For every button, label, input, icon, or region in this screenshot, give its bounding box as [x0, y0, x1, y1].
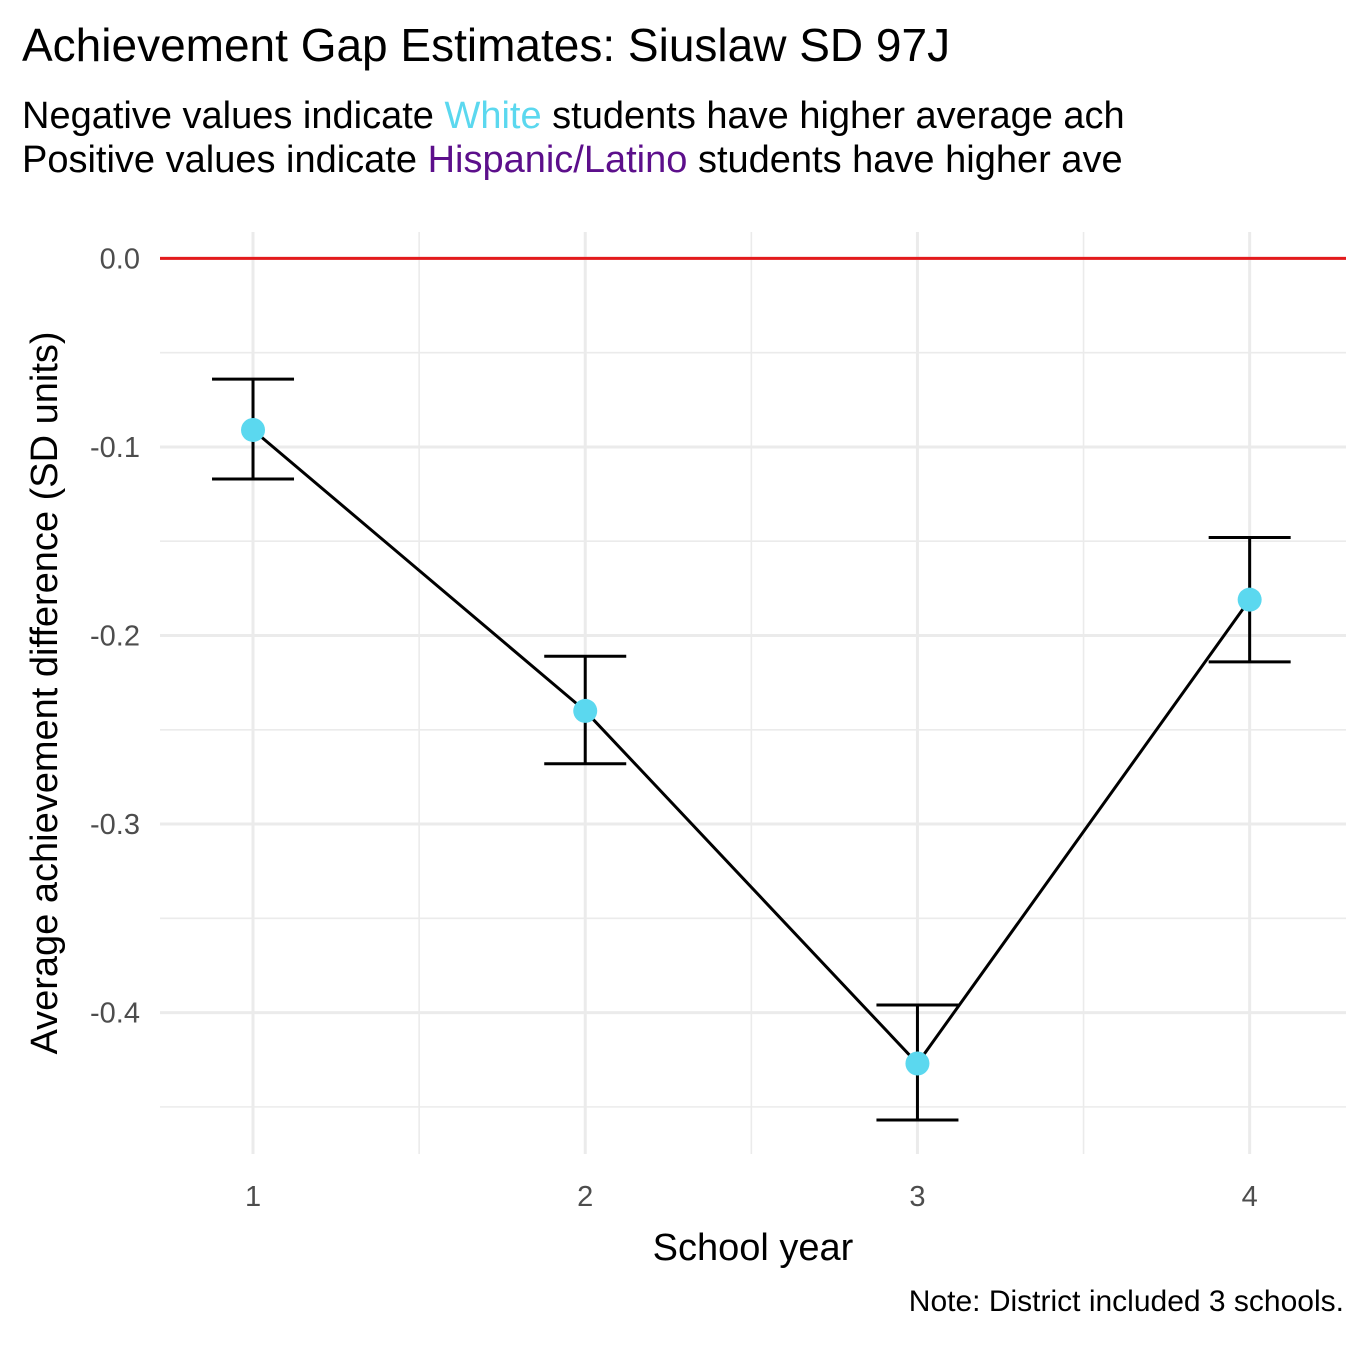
- data-point-2: [573, 698, 598, 723]
- y-tick-label-2: -0.2: [90, 620, 140, 652]
- data-point-4: [1237, 587, 1262, 612]
- subtitle-line-positive-before: Positive values indicate: [22, 139, 428, 181]
- x-tick-label-1: 1: [245, 1181, 261, 1213]
- x-tick-label-2: 2: [577, 1181, 593, 1213]
- x-tick-label-3: 3: [909, 1181, 925, 1213]
- subtitle-group-hispanic: Hispanic/Latino: [427, 139, 688, 181]
- subtitle-line-positive-after: students have higher ave: [687, 139, 1123, 181]
- x-tick-label-4: 4: [1242, 1181, 1258, 1213]
- y-tick-label-3: -0.3: [90, 809, 140, 841]
- subtitle-group-white: White: [444, 95, 542, 137]
- chart-caption: Note: District included 3 schools.: [908, 1285, 1344, 1318]
- subtitle-line-negative-after: students have higher average ach: [541, 95, 1125, 137]
- data-point-1: [241, 417, 266, 442]
- y-tick-label-4: -0.4: [90, 998, 140, 1030]
- y-axis-title: Average achievement difference (SD units…: [24, 331, 66, 1054]
- data-point-3: [905, 1051, 930, 1076]
- x-axis-title: School year: [653, 1227, 854, 1269]
- chart-title: Achievement Gap Estimates: Siuslaw SD 97…: [22, 19, 951, 71]
- subtitle-line-negative: Negative values indicate White students …: [22, 94, 1125, 138]
- subtitle-line-negative-before: Negative values indicate: [22, 95, 445, 137]
- chart-subtitle: Negative values indicate White students …: [22, 94, 1125, 182]
- y-tick-label-0: 0.0: [100, 243, 140, 275]
- subtitle-line-positive: Positive values indicate Hispanic/Latino…: [22, 138, 1125, 182]
- y-tick-label-1: -0.1: [90, 432, 140, 464]
- series-line: [252, 428, 1251, 1066]
